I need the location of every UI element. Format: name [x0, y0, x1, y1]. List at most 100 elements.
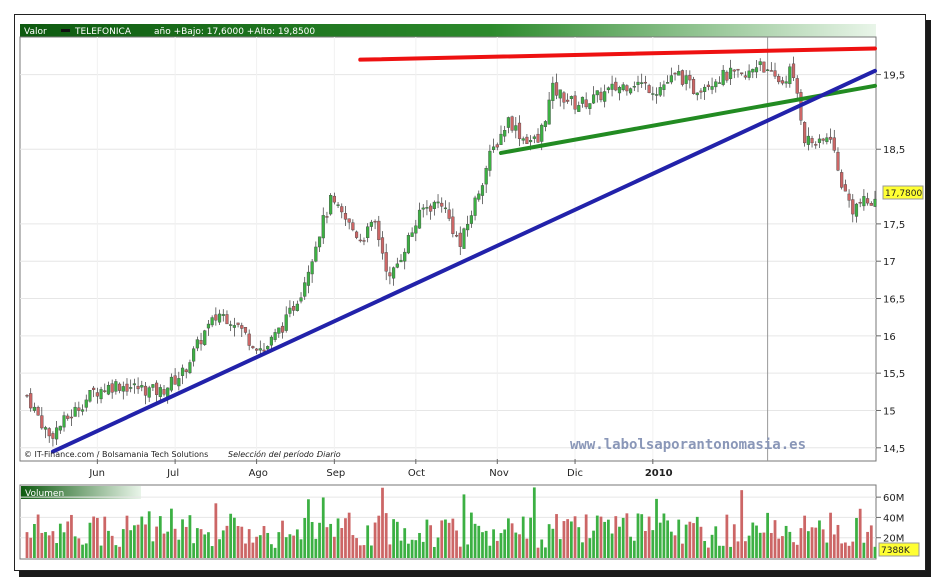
candle-body [488, 150, 492, 171]
volume-bar [869, 525, 873, 558]
volume-bar [210, 546, 214, 558]
candle-body [325, 216, 329, 218]
candle-body [632, 86, 636, 88]
candle-body [106, 384, 111, 395]
candle-body [717, 82, 722, 84]
candle-body [773, 70, 777, 77]
volume-bar [751, 522, 755, 558]
candle-body [380, 237, 385, 254]
candle-body [484, 168, 488, 185]
volume-bar [247, 529, 251, 558]
candle-body [273, 332, 277, 340]
volume-bar [410, 539, 414, 558]
candle-body [769, 70, 773, 72]
candle-body [410, 232, 414, 237]
candle-body [366, 226, 370, 239]
candle-body [777, 75, 781, 83]
candle-body [362, 240, 366, 242]
volume-bar [288, 534, 292, 558]
volume-bar [507, 518, 510, 558]
candle-body [728, 67, 733, 79]
candle-body [866, 198, 870, 204]
volume-bar [458, 546, 462, 558]
candle-body [351, 222, 355, 231]
candle-body [847, 193, 851, 201]
y-tick-label: 16 [883, 332, 896, 343]
candle-body [303, 282, 307, 297]
candle-body [551, 82, 555, 101]
candle-body [243, 327, 248, 333]
candle-body [854, 203, 859, 217]
volume-bar [255, 536, 258, 558]
candle-body [558, 89, 562, 99]
candle-body [758, 61, 762, 65]
volume-bar [444, 519, 447, 558]
candle-body [58, 425, 62, 431]
candle-body [440, 202, 444, 207]
volume-bar [836, 524, 840, 558]
range-label: año +Bajo: 17,6000 +Alto: 19,8500 [154, 27, 315, 37]
candle-body [103, 390, 107, 392]
candle-body [791, 63, 796, 78]
volume-bar [795, 544, 799, 558]
volume-bar [747, 535, 751, 558]
volume-bar [329, 523, 333, 558]
volume-bar [673, 535, 677, 558]
candle-body [203, 330, 207, 345]
volume-bar [658, 522, 662, 558]
volume-bar [721, 545, 725, 558]
volume-bar [540, 539, 544, 558]
candle-body [614, 81, 618, 91]
trendline-trend-long [50, 68, 877, 454]
volume-bar [495, 540, 499, 558]
volume-bar [725, 514, 729, 558]
volume-bar [81, 544, 84, 558]
volume-bar [718, 545, 721, 558]
candle-body [384, 252, 388, 272]
candle-body [184, 369, 188, 373]
candle-body [84, 399, 88, 408]
volume-bar [95, 517, 99, 558]
candle-body [29, 393, 33, 409]
volume-bar [555, 514, 558, 558]
candle-body [743, 75, 747, 78]
volume-bar [344, 518, 347, 558]
candle-body [117, 383, 122, 391]
y-tick-label: 15 [883, 406, 896, 417]
volume-bar [684, 524, 688, 558]
volume-header-bar [21, 486, 141, 499]
candle-body [680, 70, 685, 85]
volume-bar [84, 543, 88, 558]
volume-bar [66, 521, 70, 558]
candle-body [221, 314, 225, 316]
volume-bar [88, 522, 92, 558]
trendline-support-short [498, 83, 877, 155]
candle-body [173, 375, 177, 385]
candle-body [688, 75, 692, 81]
volume-bar [295, 529, 299, 558]
volume-bar [381, 487, 384, 558]
candle-body [69, 416, 74, 419]
candle-body [151, 384, 155, 388]
trendline-resistance [358, 46, 877, 62]
volume-bar [558, 539, 562, 558]
candle-body [651, 93, 655, 95]
volume-bar [762, 532, 766, 558]
volume-bar [284, 537, 288, 558]
volume-bar [529, 517, 532, 558]
candle-body [851, 199, 855, 215]
candle-body [588, 103, 592, 109]
volume-bar [277, 532, 281, 558]
volume-bar [258, 535, 262, 558]
volume-bar [825, 542, 829, 558]
volume-bar [388, 544, 392, 558]
candle-body [25, 394, 29, 397]
volume-bar [766, 512, 769, 558]
candle-body [162, 389, 166, 395]
last-price-tag [882, 185, 924, 200]
candle-body [121, 386, 125, 392]
volume-bar [110, 535, 114, 558]
candle-body [577, 105, 581, 112]
candle-body [188, 362, 192, 373]
volume-bar [144, 524, 147, 558]
